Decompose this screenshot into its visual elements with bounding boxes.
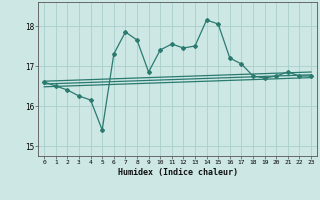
X-axis label: Humidex (Indice chaleur): Humidex (Indice chaleur) [118, 168, 238, 177]
